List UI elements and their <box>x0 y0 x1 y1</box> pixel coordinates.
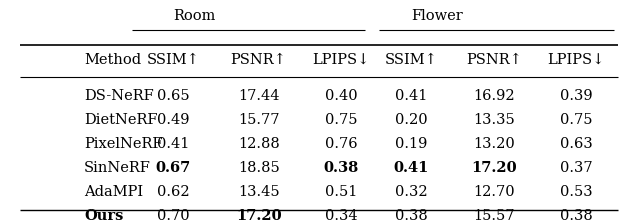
Text: 17.20: 17.20 <box>471 161 517 175</box>
Text: 0.20: 0.20 <box>395 113 427 127</box>
Text: 0.76: 0.76 <box>325 137 357 151</box>
Text: AdaMPI: AdaMPI <box>84 185 143 199</box>
Text: PSNR↑: PSNR↑ <box>231 53 286 67</box>
Text: 0.53: 0.53 <box>560 185 593 199</box>
Text: 13.20: 13.20 <box>473 137 515 151</box>
Text: Method: Method <box>84 53 141 67</box>
Text: 0.67: 0.67 <box>155 161 191 175</box>
Text: 0.19: 0.19 <box>395 137 427 151</box>
Text: 0.70: 0.70 <box>156 209 189 223</box>
Text: 0.63: 0.63 <box>560 137 593 151</box>
Text: 0.38: 0.38 <box>395 209 427 223</box>
Text: 13.45: 13.45 <box>238 185 279 199</box>
Text: 17.20: 17.20 <box>236 209 281 223</box>
Text: 12.88: 12.88 <box>238 137 279 151</box>
Text: 0.34: 0.34 <box>325 209 357 223</box>
Text: 12.70: 12.70 <box>473 185 514 199</box>
Text: 17.44: 17.44 <box>238 89 279 103</box>
Text: LPIPS↓: LPIPS↓ <box>547 53 605 67</box>
Text: PixelNeRF: PixelNeRF <box>84 137 163 151</box>
Text: 0.38: 0.38 <box>560 209 593 223</box>
Text: 0.75: 0.75 <box>325 113 357 127</box>
Text: SinNeRF: SinNeRF <box>84 161 151 175</box>
Text: 0.41: 0.41 <box>395 89 427 103</box>
Text: Ours: Ours <box>84 209 123 223</box>
Text: LPIPS↓: LPIPS↓ <box>313 53 370 67</box>
Text: 0.75: 0.75 <box>560 113 593 127</box>
Text: 0.40: 0.40 <box>325 89 357 103</box>
Text: 0.51: 0.51 <box>325 185 357 199</box>
Text: 0.62: 0.62 <box>156 185 189 199</box>
Text: 0.37: 0.37 <box>560 161 593 175</box>
Text: 15.77: 15.77 <box>238 113 279 127</box>
Text: 0.41: 0.41 <box>394 161 429 175</box>
Text: Room: Room <box>173 9 215 23</box>
Text: 0.32: 0.32 <box>395 185 427 199</box>
Text: DietNeRF: DietNeRF <box>84 113 158 127</box>
Text: 0.39: 0.39 <box>560 89 593 103</box>
Text: SSIM↑: SSIM↑ <box>385 53 438 67</box>
Text: 0.65: 0.65 <box>156 89 189 103</box>
Text: DS-NeRF: DS-NeRF <box>84 89 154 103</box>
Text: 15.57: 15.57 <box>473 209 514 223</box>
Text: PSNR↑: PSNR↑ <box>466 53 522 67</box>
Text: 18.85: 18.85 <box>238 161 279 175</box>
Text: 0.41: 0.41 <box>157 137 189 151</box>
Text: 13.35: 13.35 <box>473 113 515 127</box>
Text: SSIM↑: SSIM↑ <box>147 53 199 67</box>
Text: 0.38: 0.38 <box>323 161 359 175</box>
Text: 16.92: 16.92 <box>473 89 514 103</box>
Text: Flower: Flower <box>411 9 463 23</box>
Text: 0.49: 0.49 <box>157 113 189 127</box>
